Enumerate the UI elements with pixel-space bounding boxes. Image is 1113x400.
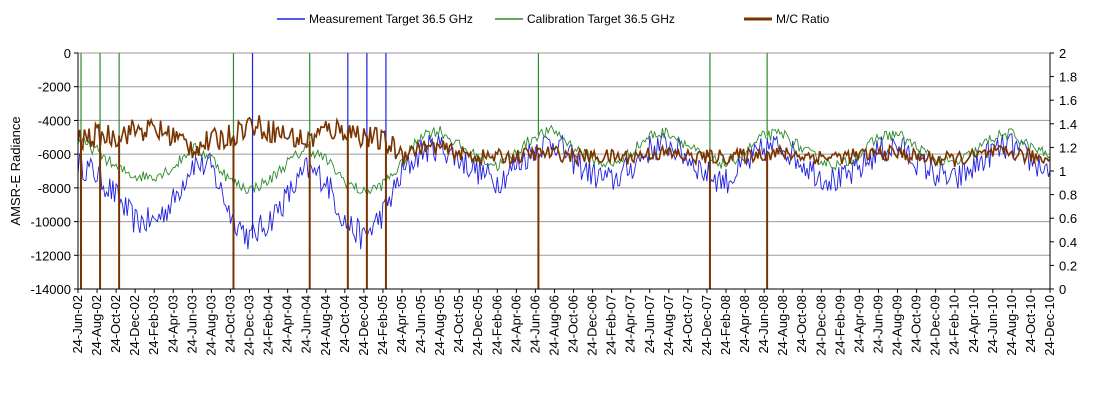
y2-tick-label: 0 — [1059, 282, 1066, 297]
x-tick-label: 24-Feb-08 — [718, 295, 733, 355]
x-tick-label: 24-Dec-06 — [585, 295, 600, 356]
x-tick-label: 24-Aug-09 — [890, 295, 905, 356]
x-tick-label: 24-Aug-10 — [1004, 295, 1019, 356]
x-tick-label: 24-Jun-04 — [299, 295, 314, 354]
x-tick-label: 24-Dec-10 — [1042, 295, 1057, 356]
y-tick-label: 0 — [64, 46, 71, 61]
y2-tick-label: 0.6 — [1059, 211, 1077, 226]
x-tick-label: 24-Oct-03 — [222, 295, 237, 353]
series-line-ratio — [77, 115, 1051, 168]
y2-tick-label: 1.2 — [1059, 140, 1077, 155]
x-tick-label: 24-Dec-02 — [127, 295, 142, 356]
x-tick-label: 24-Dec-07 — [699, 295, 714, 356]
x-tick-label: 24-Oct-06 — [566, 295, 581, 353]
x-tick-label: 24-Feb-05 — [375, 295, 390, 355]
x-tick-label: 24-Apr-08 — [737, 295, 752, 353]
x-tick-label: 24-Aug-06 — [546, 295, 561, 356]
x-tick-label: 24-Dec-03 — [242, 295, 257, 356]
x-tick-label: 24-Jun-07 — [642, 295, 657, 354]
y-tick-label: -2000 — [38, 80, 71, 95]
x-tick-label: 24-Aug-07 — [661, 295, 676, 356]
x-tick-label: 24-Aug-05 — [432, 295, 447, 356]
x-tick-label: 24-Oct-10 — [1023, 295, 1038, 353]
x-tick-label: 24-Feb-10 — [947, 295, 962, 355]
x-tick-label: 24-Feb-03 — [146, 295, 161, 355]
x-tick-label: 24-Apr-09 — [851, 295, 866, 353]
y2-tick-label: 0.2 — [1059, 258, 1077, 273]
x-tick-label: 24-Oct-02 — [108, 295, 123, 353]
x-tick-label: 24-Feb-04 — [261, 295, 276, 355]
x-tick-label: 24-Jun-08 — [756, 295, 771, 354]
x-tick-label: 24-Dec-09 — [928, 295, 943, 356]
y2-tick-label: 1 — [1059, 164, 1066, 179]
y-tick-label: -14000 — [31, 282, 71, 297]
x-tick-label: 24-Aug-03 — [203, 295, 218, 356]
x-tick-label: 24-Aug-08 — [775, 295, 790, 356]
y-tick-label: -8000 — [38, 181, 71, 196]
x-tick-label: 24-Feb-07 — [604, 295, 619, 355]
x-tick-label: 24-Dec-04 — [356, 295, 371, 356]
legend-label-ratio: M/C Ratio — [776, 12, 830, 26]
axes: 0-2000-4000-6000-8000-10000-12000-140002… — [31, 46, 1078, 356]
x-tick-label: 24-Oct-07 — [680, 295, 695, 353]
y2-tick-label: 0.4 — [1059, 235, 1077, 250]
y2-tick-label: 0.8 — [1059, 188, 1077, 203]
x-tick-label: 24-Feb-09 — [832, 295, 847, 355]
x-tick-label: 24-Dec-05 — [470, 295, 485, 356]
x-tick-label: 24-Oct-08 — [794, 295, 809, 353]
y-axis-title: AMSR-E Radiance — [8, 116, 23, 225]
y-tick-label: -6000 — [38, 147, 71, 162]
x-tick-label: 24-Apr-05 — [394, 295, 409, 353]
x-tick-label: 24-Oct-05 — [451, 295, 466, 353]
x-tick-label: 24-Jun-06 — [527, 295, 542, 354]
y2-tick-label: 1.8 — [1059, 70, 1077, 85]
x-tick-label: 24-Feb-06 — [489, 295, 504, 355]
x-tick-label: 24-Jun-02 — [70, 295, 85, 354]
x-tick-label: 24-Apr-03 — [165, 295, 180, 353]
series-line-calibration — [77, 124, 1051, 198]
x-tick-label: 24-Dec-08 — [813, 295, 828, 356]
legend: Measurement Target 36.5 GHz Calibration … — [277, 12, 830, 26]
x-tick-label: 24-Jun-05 — [413, 295, 428, 354]
y-tick-label: -10000 — [31, 215, 71, 230]
y2-tick-label: 1.6 — [1059, 93, 1077, 108]
y-tick-label: -12000 — [31, 248, 71, 263]
x-tick-label: 24-Oct-04 — [337, 295, 352, 353]
x-tick-label: 24-Apr-07 — [623, 295, 638, 353]
y2-tick-label: 1.4 — [1059, 117, 1077, 132]
x-tick-label: 24-Aug-02 — [89, 295, 104, 356]
x-tick-label: 24-Aug-04 — [318, 295, 333, 356]
x-tick-label: 24-Jun-03 — [184, 295, 199, 354]
x-tick-label: 24-Jun-10 — [985, 295, 1000, 354]
y-tick-label: -4000 — [38, 113, 71, 128]
legend-label-calibration: Calibration Target 36.5 GHz — [527, 12, 675, 26]
plot-area — [77, 53, 1051, 289]
series-line-measurement — [77, 133, 1051, 250]
y2-tick-label: 2 — [1059, 46, 1066, 61]
legend-label-measurement: Measurement Target 36.5 GHz — [309, 12, 473, 26]
x-tick-label: 24-Jun-09 — [870, 295, 885, 354]
x-tick-label: 24-Apr-10 — [966, 295, 981, 353]
x-tick-label: 24-Apr-04 — [280, 295, 295, 353]
x-tick-label: 24-Apr-06 — [508, 295, 523, 353]
x-tick-label: 24-Oct-09 — [909, 295, 924, 353]
